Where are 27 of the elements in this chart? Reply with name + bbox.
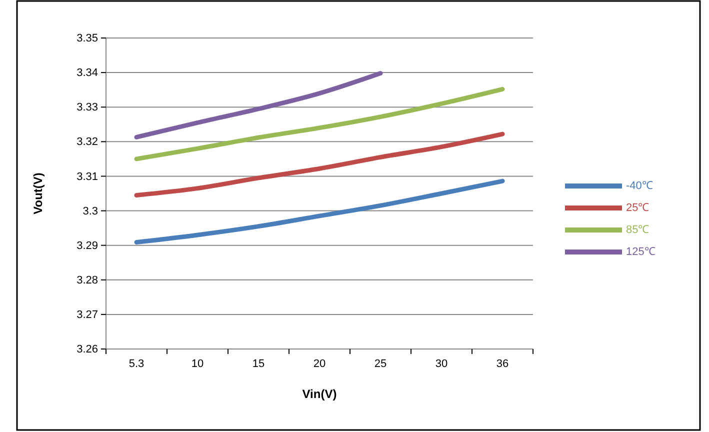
line-series [134, 178, 505, 244]
x-tick-label: 25 [374, 358, 387, 370]
text: 85℃ [626, 224, 650, 236]
x-axis-title: Vin(V) [302, 387, 337, 401]
y-tick-label: 3.29 [76, 240, 98, 252]
x-tick-label: 36 [496, 358, 509, 370]
y-tick-label: 3.35 [76, 32, 98, 45]
y-tick-label: 3.34 [76, 67, 98, 80]
text: 25℃ [626, 202, 650, 214]
line-series [134, 70, 383, 140]
y-tick-label: 3.26 [76, 344, 98, 356]
y-tick-label: 3.33 [76, 102, 98, 114]
y-tick-label: 3.31 [76, 170, 98, 183]
x-tick-label: 5.3 [128, 358, 144, 370]
y-tick-label: 3.28 [76, 274, 98, 286]
x-tick-label: 20 [313, 358, 326, 370]
x-tick-label: 30 [435, 358, 448, 370]
y-tick-label: 3.27 [76, 308, 98, 321]
text: 125℃ [626, 246, 656, 258]
text: -40℃ [626, 180, 653, 192]
line-series [134, 86, 505, 162]
y-tick-label: 3.3 [82, 205, 98, 218]
y-axis-title: Vout(V) [31, 172, 45, 214]
line-series [134, 132, 505, 198]
x-tick-label: 10 [191, 358, 204, 370]
y-tick-label: 3.32 [76, 136, 98, 148]
x-tick-label: 15 [252, 358, 265, 370]
